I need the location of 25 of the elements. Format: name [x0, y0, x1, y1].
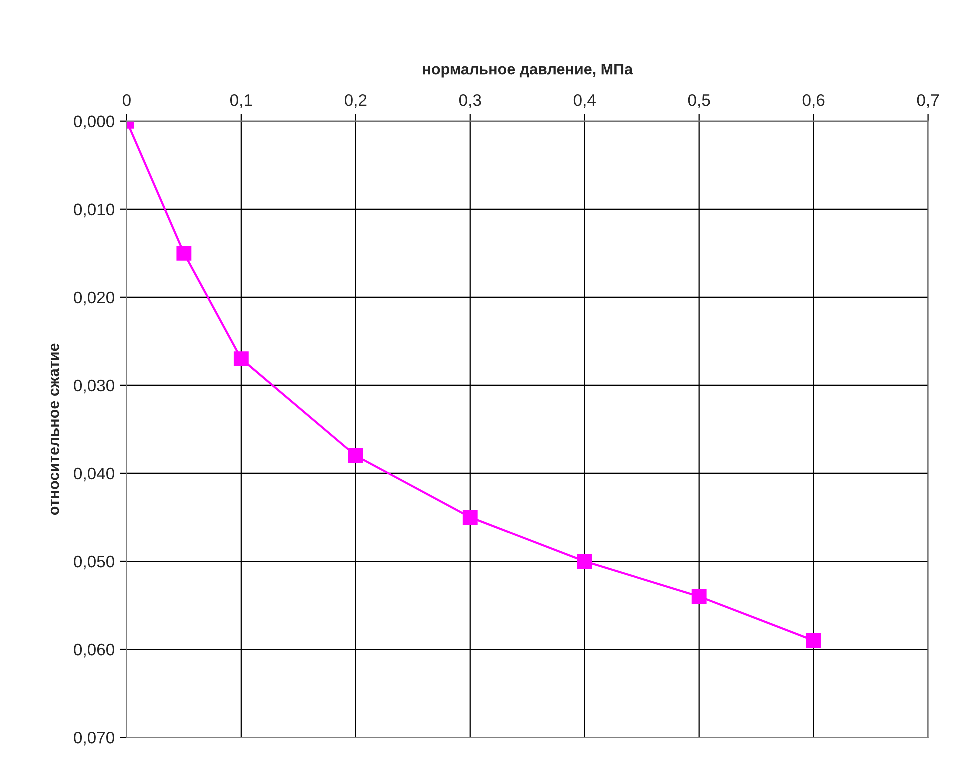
x-tick-label: 0,5: [688, 94, 710, 108]
x-tick-label: 0,1: [230, 94, 252, 108]
y-tick-label: 0,040: [74, 468, 114, 482]
x-tick-label: 0,4: [574, 94, 596, 108]
y-tick-label: 0,000: [74, 116, 114, 130]
x-tick-label: 0,2: [344, 94, 367, 108]
x-tick-label: 0,7: [917, 94, 940, 108]
y-tick-label: 0,030: [74, 380, 114, 394]
y-tick-label: 0,010: [74, 204, 114, 218]
x-tick-label: 0,3: [459, 94, 482, 108]
point: [348, 448, 364, 464]
y-tick-label: 0,020: [74, 292, 114, 306]
y-tick-label: 0,050: [74, 556, 114, 570]
point: [806, 633, 822, 648]
y-tick-label: 0,060: [74, 644, 114, 658]
point: [577, 554, 592, 569]
x-axis-title: нормальное давление, МПа: [423, 64, 634, 78]
point: [234, 352, 249, 366]
x-tick-label: 0,6: [802, 94, 825, 108]
y-tick-label: 0,070: [74, 732, 114, 746]
x-tick-label: 0: [122, 94, 131, 106]
point: [692, 589, 707, 604]
point: [462, 510, 478, 525]
y-axis-title: относительное сжатие: [50, 344, 60, 516]
point: [176, 246, 192, 261]
